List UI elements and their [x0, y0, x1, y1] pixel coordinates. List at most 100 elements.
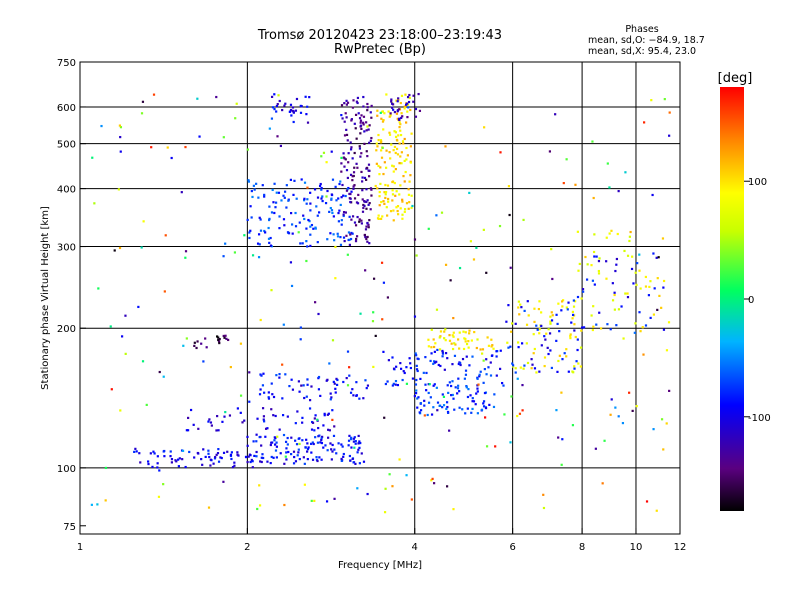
data-point: [266, 460, 269, 463]
data-point: [360, 219, 363, 222]
data-point: [295, 197, 298, 200]
data-point: [388, 151, 391, 154]
data-point: [141, 100, 145, 103]
data-point: [655, 509, 658, 512]
data-point: [401, 217, 404, 220]
data-point: [550, 311, 553, 314]
data-point: [397, 134, 400, 137]
data-point: [340, 459, 343, 462]
data-point: [270, 289, 273, 292]
data-point: [352, 99, 355, 102]
data-point: [475, 246, 478, 249]
data-point: [195, 346, 198, 350]
data-point: [432, 345, 436, 349]
data-point: [555, 409, 558, 412]
data-point: [340, 443, 343, 446]
data-point: [378, 195, 381, 198]
data-point: [567, 370, 570, 373]
data-point: [360, 222, 363, 225]
data-point: [620, 305, 623, 308]
data-point: [325, 195, 328, 198]
data-point: [560, 463, 563, 466]
data-point: [638, 269, 641, 272]
data-point: [235, 102, 238, 105]
data-point: [277, 191, 281, 194]
data-point: [615, 324, 618, 327]
data-point: [609, 413, 612, 416]
data-point: [668, 389, 671, 392]
data-point: [268, 127, 271, 130]
data-point: [224, 410, 227, 414]
data-point: [306, 448, 310, 451]
data-point: [362, 203, 365, 207]
y-tick-label: 100: [57, 464, 76, 475]
data-point: [653, 287, 656, 290]
data-point: [390, 100, 393, 103]
data-point: [347, 152, 350, 155]
data-point: [303, 217, 306, 221]
data-point: [267, 391, 270, 394]
data-point: [415, 364, 418, 367]
data-point: [259, 229, 263, 232]
data-point: [576, 230, 579, 233]
data-point: [665, 422, 668, 425]
data-point: [626, 292, 629, 295]
data-point: [303, 197, 306, 200]
data-point: [345, 128, 348, 131]
data-point: [295, 443, 299, 446]
data-point: [519, 303, 522, 306]
data-point: [549, 322, 552, 325]
data-point: [174, 459, 177, 462]
data-point: [306, 378, 309, 381]
data-point: [542, 506, 546, 510]
data-point: [336, 232, 339, 235]
data-point: [656, 277, 659, 280]
data-point: [556, 322, 559, 326]
data-point: [453, 408, 456, 411]
data-point: [414, 392, 418, 395]
data-point: [483, 126, 486, 129]
chart-title: Tromsø 20120423 23:18:00–23:19:43: [257, 28, 502, 43]
data-point: [361, 198, 364, 201]
data-point: [246, 444, 249, 447]
data-point: [224, 242, 227, 245]
data-point: [185, 429, 188, 432]
data-point: [566, 308, 569, 311]
data-point: [376, 187, 379, 190]
data-point: [296, 454, 299, 457]
data-point: [520, 306, 523, 309]
data-point: [333, 497, 336, 500]
data-point: [383, 202, 386, 205]
data-point: [394, 383, 397, 386]
data-point: [417, 92, 420, 96]
data-point: [343, 120, 346, 123]
data-point: [288, 384, 291, 388]
data-point: [307, 218, 310, 222]
data-point: [400, 94, 404, 97]
data-point: [239, 394, 243, 397]
data-point: [358, 117, 362, 120]
data-point: [298, 390, 301, 393]
data-point: [509, 266, 512, 269]
data-point: [252, 184, 255, 187]
x-axis-label: Frequency [MHz]: [338, 560, 422, 571]
data-point: [509, 345, 512, 348]
data-point: [407, 106, 410, 109]
data-point: [113, 249, 116, 252]
data-point: [366, 492, 369, 496]
data-point: [467, 340, 470, 343]
data-point: [305, 227, 308, 230]
data-point: [407, 188, 410, 191]
data-point: [367, 175, 371, 178]
data-point: [272, 414, 275, 417]
data-point: [196, 340, 199, 343]
data-point: [248, 371, 251, 374]
data-point: [376, 114, 379, 117]
data-point: [550, 248, 553, 251]
data-point: [268, 218, 271, 222]
data-point: [419, 377, 422, 381]
data-point: [537, 307, 540, 311]
data-point: [380, 217, 383, 220]
data-point: [217, 460, 221, 463]
data-point: [523, 364, 526, 367]
